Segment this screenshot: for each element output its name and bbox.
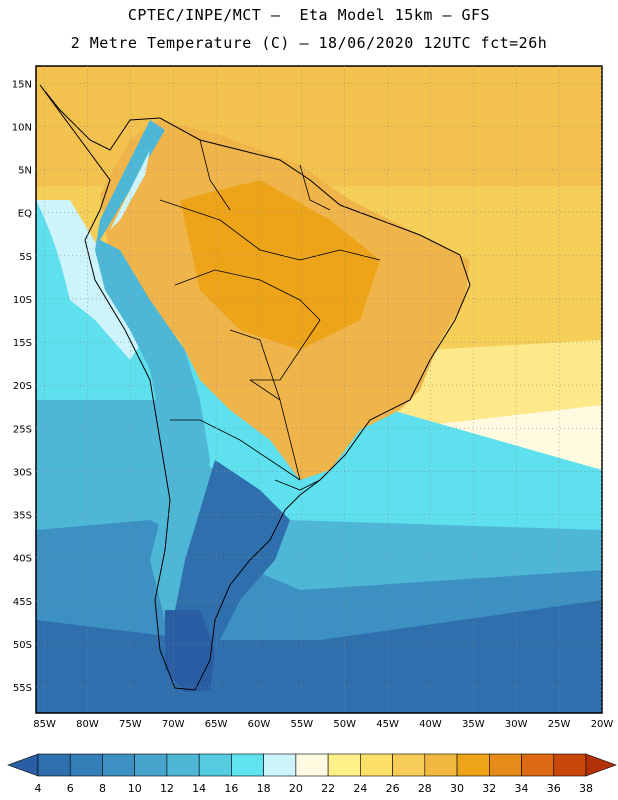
map-frame <box>35 65 603 714</box>
colorbar-label: 8 <box>99 782 106 795</box>
colorbar-label: 24 <box>353 782 367 795</box>
colorbar-label: 20 <box>289 782 303 795</box>
colorbar-label: 18 <box>257 782 271 795</box>
colorbar-labels: 4 6 8 10 12 14 16 18 20 22 24 26 28 30 32 34 36 38 <box>35 782 594 795</box>
andes-cool-strip <box>95 120 210 640</box>
lon-tick-label: 60W <box>248 719 271 730</box>
colorbar-swatch <box>424 753 458 777</box>
colorbar-swatch <box>263 753 297 777</box>
colorbar-label: 28 <box>418 782 432 795</box>
title-line-1: CPTEC/INPE/MCT – Eta Model 15km – GFS <box>127 6 491 24</box>
lat-tick-label: 55S <box>13 683 32 694</box>
south-america-coastline <box>39 84 471 691</box>
colorbar-label: 32 <box>482 782 496 795</box>
colorbar-swatch <box>392 753 426 777</box>
lon-tick-label: 70W <box>162 719 185 730</box>
colorbar-arrow-high <box>585 753 617 777</box>
lat-tick-label: 35S <box>13 511 32 522</box>
colorbar-label: 26 <box>386 782 400 795</box>
lat-tick-label: 40S <box>13 554 32 565</box>
map-field <box>36 66 602 713</box>
andes-north-highlands <box>110 150 150 230</box>
colorbar-swatch <box>360 753 393 777</box>
colorbar-swatch <box>456 753 490 777</box>
colorbar-swatch <box>488 753 522 777</box>
lat-tick-label: 5N <box>18 166 32 177</box>
lat-tick-label: 15S <box>13 338 32 349</box>
latitude-labels: 15N 10N 5N EQ 5S 10S 15S 20S 25S 30S 35S 40S 45S 50S 5… <box>12 79 32 694</box>
colorbar-label: 36 <box>547 782 561 795</box>
colorbar-label: 4 <box>35 782 42 795</box>
colorbar-arrow-low <box>7 753 39 777</box>
lat-tick-label: 50S <box>13 640 32 651</box>
lat-tick-label: 5S <box>19 252 32 263</box>
colorbar-swatch <box>37 753 71 777</box>
colorbar-label: 34 <box>515 782 529 795</box>
field-pacific-coastal <box>36 200 150 360</box>
lat-tick-label: 10S <box>13 295 32 306</box>
colorbar-label: 22 <box>321 782 335 795</box>
lat-tick-label: 25S <box>13 424 32 435</box>
colorbar-swatch <box>134 753 168 777</box>
title-line-2: 2 Metre Temperature (C) – 18/06/2020 12U… <box>70 34 548 52</box>
colorbar <box>7 753 617 777</box>
lon-tick-label: 75W <box>119 719 142 730</box>
country-borders <box>159 139 381 491</box>
colorbar-swatch <box>553 753 587 777</box>
lat-tick-label: 10N <box>12 122 32 133</box>
tierra-del-fuego-cold <box>165 610 215 692</box>
colorbar-label: 14 <box>192 782 206 795</box>
colorbar-label: 16 <box>224 782 238 795</box>
lon-tick-label: 50W <box>333 719 356 730</box>
lon-tick-label: 55W <box>291 719 314 730</box>
lon-tick-label: 20W <box>591 719 614 730</box>
lon-tick-label: 85W <box>33 719 56 730</box>
lon-tick-label: 35W <box>462 719 485 730</box>
lon-tick-label: 25W <box>548 719 571 730</box>
colorbar-swatch <box>102 753 136 777</box>
colorbar-swatch <box>521 753 555 777</box>
lat-tick-label: 30S <box>13 467 32 478</box>
lat-tick-label: 15N <box>12 79 32 90</box>
lon-tick-label: 45W <box>376 719 399 730</box>
land-hot-core <box>180 180 380 350</box>
colorbar-swatch <box>69 753 103 777</box>
colorbar-swatch <box>327 753 361 777</box>
colorbar-swatch <box>166 753 200 777</box>
colorbar-label: 38 <box>579 782 593 795</box>
lon-tick-label: 40W <box>419 719 442 730</box>
colorbar-swatch <box>231 753 264 777</box>
colorbar-label: 30 <box>450 782 464 795</box>
lon-tick-label: 65W <box>205 719 228 730</box>
colorbar-label: 12 <box>160 782 174 795</box>
colorbar-label: 6 <box>67 782 74 795</box>
longitude-labels: 85W 80W 75W 70W 65W 60W 55W 50W 45W 40W 35W 30W 25W 2… <box>33 719 613 730</box>
colorbar-label: 10 <box>128 782 142 795</box>
lat-tick-label: 20S <box>13 381 32 392</box>
lon-tick-label: 30W <box>505 719 528 730</box>
colorbar-swatch <box>295 753 329 777</box>
lat-tick-label: EQ <box>18 209 32 220</box>
lon-tick-label: 80W <box>76 719 99 730</box>
colorbar-swatch <box>198 753 232 777</box>
lat-tick-label: 45S <box>13 597 32 608</box>
